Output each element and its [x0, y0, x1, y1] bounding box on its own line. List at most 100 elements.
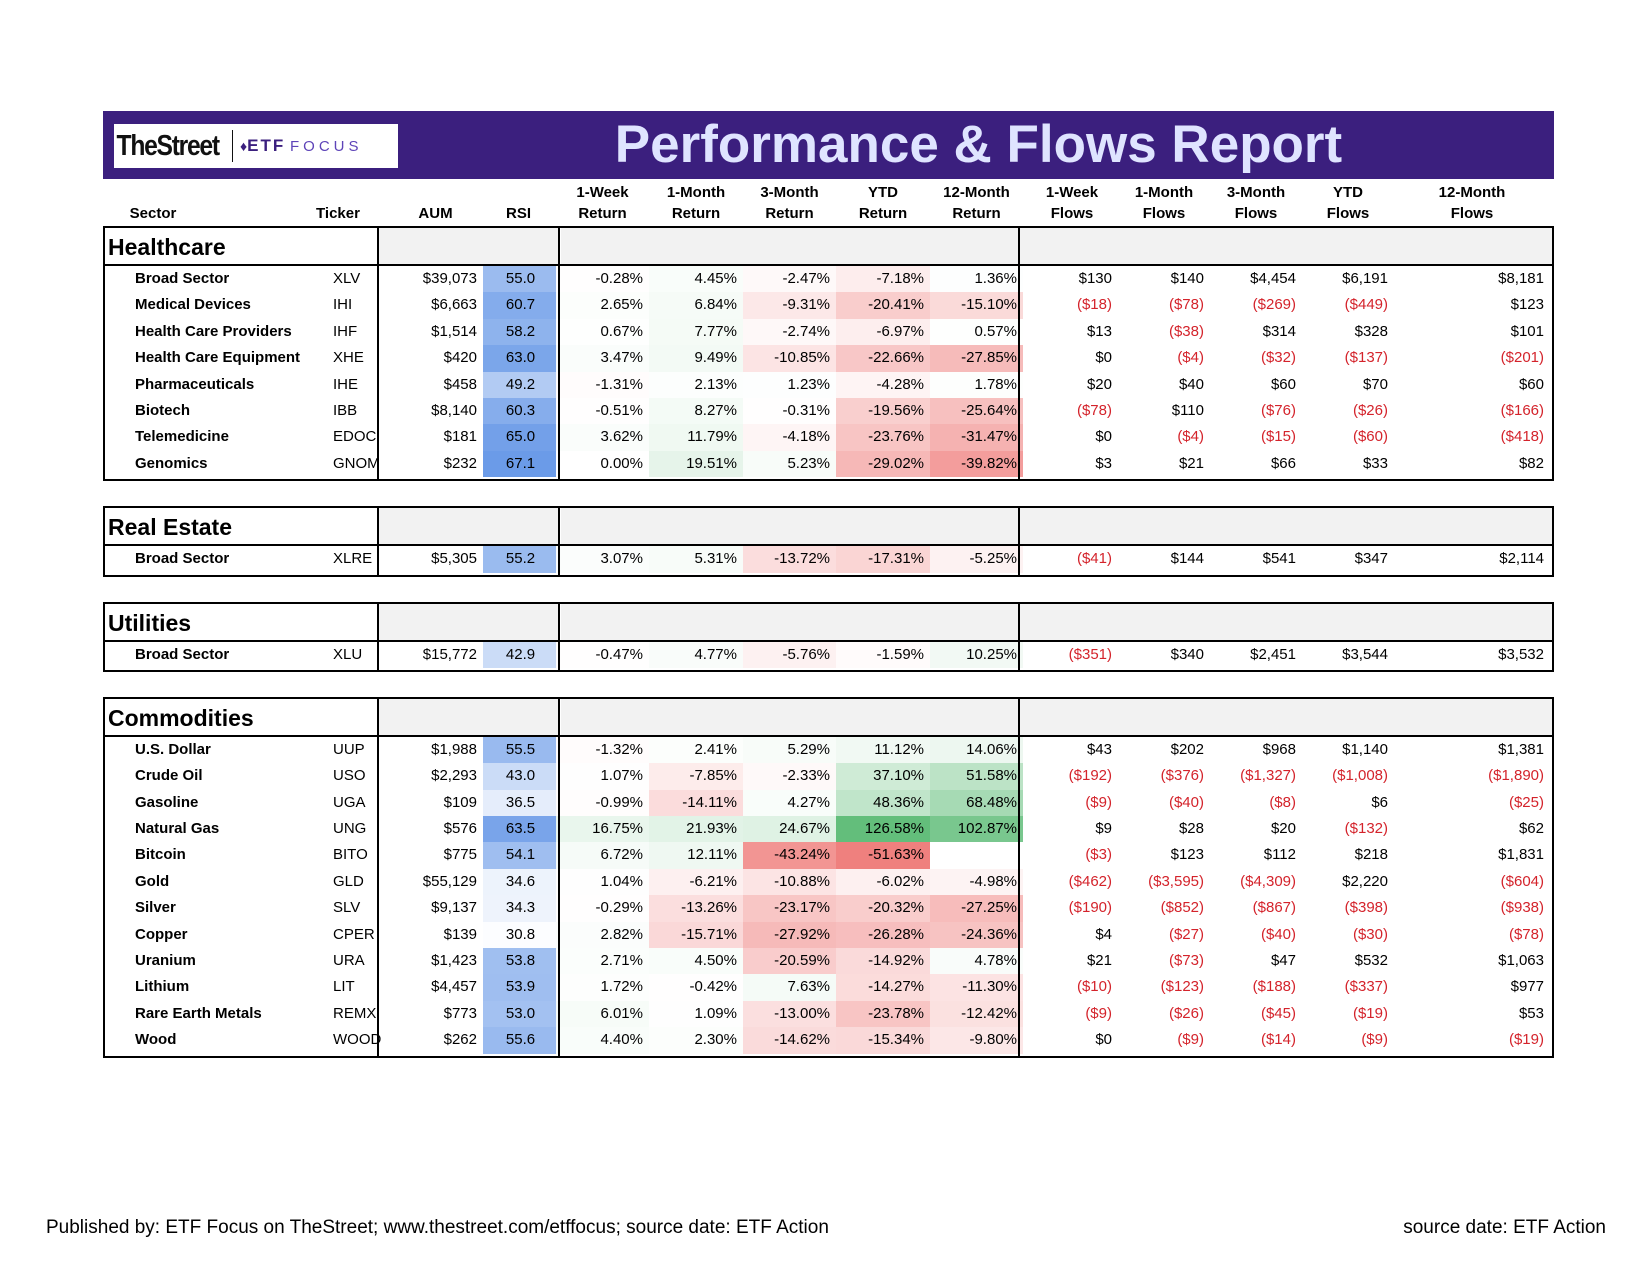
- ticker: IHF: [333, 322, 358, 340]
- flow-2: ($76): [1260, 401, 1296, 419]
- section-real-estate: Real Estate Broad Sector XLRE $5,305 55.2 3.0…: [103, 506, 1554, 577]
- flow-0: $130: [1078, 270, 1112, 287]
- flow-4: $3,532: [1498, 645, 1544, 663]
- diamond-icon: ♦: [240, 138, 248, 154]
- flow-2: ($867): [1252, 899, 1296, 917]
- flow-2: ($14): [1260, 1031, 1296, 1049]
- return-1: -7.85%: [649, 763, 743, 790]
- header-col-5: 1-Week Flows: [1026, 182, 1118, 224]
- flow-3: ($337): [1344, 978, 1388, 996]
- ticker: IHE: [333, 375, 359, 393]
- return-4: -11.30%: [930, 974, 1023, 1001]
- flow-3: $6: [1371, 793, 1388, 811]
- column-divider: [1018, 603, 1020, 670]
- header-col-line2: Flows: [1142, 205, 1186, 222]
- return-1: 4.77%: [649, 641, 743, 668]
- flow-0: $9: [1095, 820, 1112, 838]
- section-rows: Broad Sector XLU $15,772 42.9 -0.47% 4.77% -5.…: [105, 641, 1552, 670]
- return-0: 6.72%: [556, 842, 649, 869]
- header-col-line1: 12-Month: [943, 184, 1010, 201]
- sector-name: Gasoline: [135, 793, 199, 811]
- flow-2: ($32): [1260, 349, 1296, 367]
- return-0: -0.99%: [556, 789, 649, 817]
- flow-4: $62: [1518, 820, 1544, 838]
- section-rows: U.S. Dollar UUP $1,988 55.5 -1.32% 2.41% 5.29%…: [105, 736, 1552, 1056]
- return-3: -20.32%: [836, 895, 930, 922]
- rsi-value: 43.0: [483, 763, 558, 790]
- sector-name: Silver: [135, 899, 176, 917]
- return-4: -9.80%: [930, 1027, 1023, 1054]
- return-4: -31.47%: [930, 424, 1023, 451]
- flow-2: ($40): [1260, 925, 1296, 943]
- header-col-8: YTD Flows: [1302, 182, 1394, 224]
- return-3: 37.10%: [836, 763, 930, 790]
- section-utilities: Utilities Broad Sector XLU $15,772 42.9 -0.47…: [103, 601, 1554, 672]
- return-4: -39.82%: [930, 450, 1023, 478]
- header-col-line1: YTD: [1333, 184, 1363, 201]
- flow-0: ($78): [1076, 401, 1112, 419]
- return-4: 14.06%: [930, 736, 1023, 764]
- rsi-value: 49.2: [483, 371, 558, 398]
- sector-name: Broad Sector: [135, 550, 230, 568]
- header-col-line1: YTD: [868, 184, 898, 201]
- rsi-value: 65.0: [483, 424, 558, 451]
- section-header-shade: [379, 603, 558, 640]
- flow-1: ($4): [1177, 428, 1204, 446]
- return-2: 7.63%: [743, 974, 836, 1001]
- aum-value: $775: [443, 846, 477, 864]
- flow-0: $0: [1095, 1031, 1112, 1049]
- header-aum: AUM: [418, 205, 453, 222]
- flow-1: ($27): [1168, 925, 1204, 943]
- return-4: -27.85%: [930, 345, 1023, 372]
- return-3: -26.28%: [836, 921, 930, 949]
- ticker: BITO: [333, 846, 368, 864]
- flow-2: $60: [1270, 375, 1296, 393]
- return-3: -20.41%: [836, 292, 930, 319]
- return-2: -9.31%: [743, 292, 836, 319]
- flow-4: ($418): [1500, 428, 1544, 446]
- flow-4: $1,831: [1498, 846, 1544, 864]
- ticker: UGA: [333, 793, 366, 811]
- return-1: 2.30%: [649, 1027, 743, 1054]
- return-0: 3.62%: [556, 424, 649, 451]
- flow-4: ($19): [1508, 1031, 1544, 1049]
- sector-name: Broad Sector: [135, 270, 230, 287]
- flow-2: $66: [1270, 454, 1296, 472]
- return-2: -0.31%: [743, 397, 836, 425]
- column-divider: [558, 698, 560, 1056]
- flow-0: ($192): [1068, 767, 1112, 785]
- flow-0: ($9): [1085, 1004, 1112, 1022]
- flow-3: ($26): [1352, 401, 1388, 419]
- return-1: -0.42%: [649, 974, 743, 1001]
- table-row: Broad Sector XLV $39,073 55.0 -0.28% 4.45% -2.…: [105, 266, 1552, 293]
- flow-3: ($132): [1344, 820, 1388, 838]
- rsi-value: 63.0: [483, 345, 558, 372]
- return-2: -14.62%: [743, 1027, 836, 1054]
- flow-1: ($852): [1160, 899, 1204, 917]
- return-0: -0.29%: [556, 895, 649, 922]
- flow-1: ($26): [1168, 1004, 1204, 1022]
- ticker: UUP: [333, 740, 365, 758]
- table-row: Bitcoin BITO $775 54.1 6.72% 12.11% -43.24% -51…: [105, 842, 1552, 869]
- flow-4: $60: [1518, 375, 1544, 393]
- header-col-line2: Flows: [1050, 205, 1094, 222]
- rsi-value: 53.0: [483, 1000, 558, 1028]
- sector-name: Health Care Equipment: [135, 349, 301, 367]
- section-healthcare: Healthcare Broad Sector XLV $39,073 55.0 -0.2…: [103, 226, 1554, 482]
- sector-name: U.S. Dollar: [135, 740, 211, 758]
- flow-4: $82: [1518, 454, 1544, 472]
- flow-4: $1,063: [1498, 952, 1544, 970]
- flow-3: $33: [1362, 454, 1388, 472]
- flow-0: ($10): [1076, 978, 1112, 996]
- return-4: -25.64%: [930, 397, 1023, 425]
- table-row: Copper CPER $139 30.8 2.82% -15.71% -27.92% -26…: [105, 921, 1552, 949]
- flow-3: $532: [1354, 952, 1388, 970]
- aum-value: $262: [443, 1031, 477, 1049]
- rsi-value: 58.2: [483, 318, 558, 346]
- flow-2: ($8): [1269, 793, 1296, 811]
- flow-3: $347: [1354, 550, 1388, 568]
- flow-4: $977: [1510, 978, 1544, 996]
- report-title: Performance & Flows Report: [614, 115, 1343, 174]
- section-title: Commodities: [108, 704, 254, 731]
- table-row: Broad Sector XLU $15,772 42.9 -0.47% 4.77% -5.…: [105, 641, 1552, 668]
